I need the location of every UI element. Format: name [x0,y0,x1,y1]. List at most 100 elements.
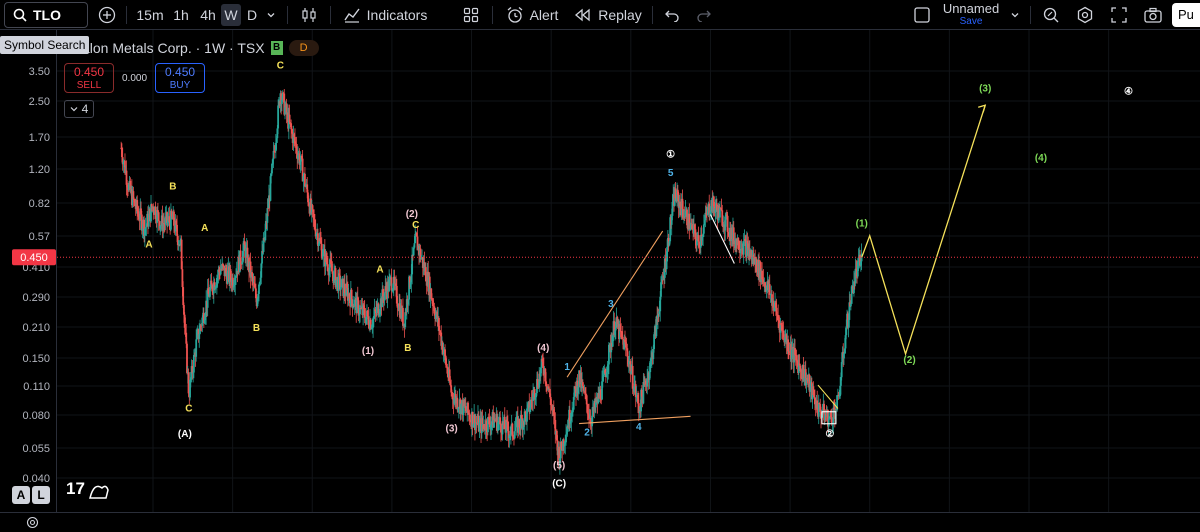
candle-body [823,413,826,421]
candle-body [215,278,218,286]
indicators-button[interactable]: Indicators [340,4,430,26]
candle-body [614,322,617,331]
auto-scale-button[interactable]: A [12,486,30,504]
candle-body [275,138,278,143]
candle-body [307,192,309,203]
candle-body [793,347,796,363]
candle-body [179,240,182,246]
wave-label: (1) [856,219,868,230]
interval-1h-label: 1h [173,7,189,23]
candle-body [173,211,175,226]
candle-body [415,232,418,237]
candle-body [404,312,407,328]
candle-body [444,349,446,357]
interval-4h-button[interactable]: 4h [196,4,220,26]
interval-dropdown-button[interactable] [262,4,280,26]
candle-body [534,397,537,400]
settings-gear-icon[interactable] [26,516,39,529]
candle-body [569,420,572,424]
settings-button[interactable] [1074,4,1096,26]
candle-body [709,210,712,213]
candle-body [186,343,188,373]
candle-body [343,283,346,294]
candle-body [315,233,318,237]
candle-body [584,390,587,395]
candle-body [414,233,417,244]
candle-body [255,288,257,299]
interval-15m-button[interactable]: 15m [135,4,165,26]
candle-body [218,269,221,272]
candle-body [560,441,563,449]
candle-body [441,342,444,355]
symbol-search-tooltip: Symbol Search [0,36,90,54]
sell-button[interactable]: 0.450 SELL [64,63,114,93]
candle-body [256,298,259,307]
layout-name-button[interactable]: Unnamed Save [940,2,1002,28]
candle-body [505,419,508,433]
candle-body [137,211,139,214]
sell-price: 0.450 [73,65,105,79]
candle-body [229,269,232,280]
candle-body [781,325,783,331]
candle-body [233,284,236,286]
price-chart[interactable]: 3.502.501.701.200.820.570.4100.2900.2100… [0,30,1200,512]
undo-button[interactable] [662,4,682,26]
redo-button[interactable] [694,4,714,26]
candle-body [795,355,798,361]
fullscreen-button[interactable] [1108,4,1130,26]
flag-icon[interactable]: B [270,41,283,55]
candle-body [170,210,172,230]
candle-body [366,310,369,317]
candle-body [320,243,323,259]
spread-value: 0.000 [122,72,148,84]
candle-body [804,369,807,385]
interval-d-button[interactable]: D [244,4,260,26]
candle-body [686,209,688,226]
candle-body [488,417,491,425]
candle-body [630,371,633,374]
candle-body [541,358,544,362]
y-tick-label: 0.110 [23,381,50,393]
layout-dropdown-button[interactable] [1008,4,1022,26]
replay-button[interactable]: Replay [574,4,642,26]
candle-body [788,351,791,353]
candle-body [562,439,565,447]
candle-body [246,247,249,267]
templates-button[interactable] [460,4,482,26]
candle-body [768,284,771,295]
candle-body [304,186,307,188]
candle-body [328,267,331,276]
quick-search-button[interactable] [1040,4,1062,26]
chart-type-button[interactable] [297,4,321,26]
log-scale-button[interactable]: L [32,486,50,504]
candle-body [295,144,298,153]
candle-body [845,326,848,336]
candle-body [840,362,843,378]
candle-body [696,240,698,246]
candle-body [225,268,227,274]
candle-body [457,408,459,410]
candle-body [175,220,178,225]
candle-body [260,263,263,278]
tradingview-logo: 17 [66,478,114,505]
candle-body [276,128,279,139]
candle-body [844,335,847,349]
candle-body [408,276,410,300]
buy-button[interactable]: 0.450 BUY [155,63,206,93]
layout-checkbox[interactable] [912,4,932,26]
candle-body [697,235,700,242]
wave-label: (C) [552,478,566,489]
publish-button[interactable]: Pu [1172,3,1200,27]
interval-d-label: D [246,7,258,23]
symbol-search-box[interactable]: TLO [4,2,88,28]
candle-body [409,282,412,287]
interval-w-button[interactable]: W [221,4,241,26]
compare-add-button[interactable] [96,4,118,26]
candle-body [689,229,691,230]
data-badge[interactable]: D [288,40,319,56]
interval-1h-button[interactable]: 1h [170,4,192,26]
alert-button[interactable]: Alert [502,4,562,26]
candle-body [176,224,178,236]
studies-toggle[interactable]: 4 [64,100,94,118]
snapshot-button[interactable] [1142,4,1164,26]
